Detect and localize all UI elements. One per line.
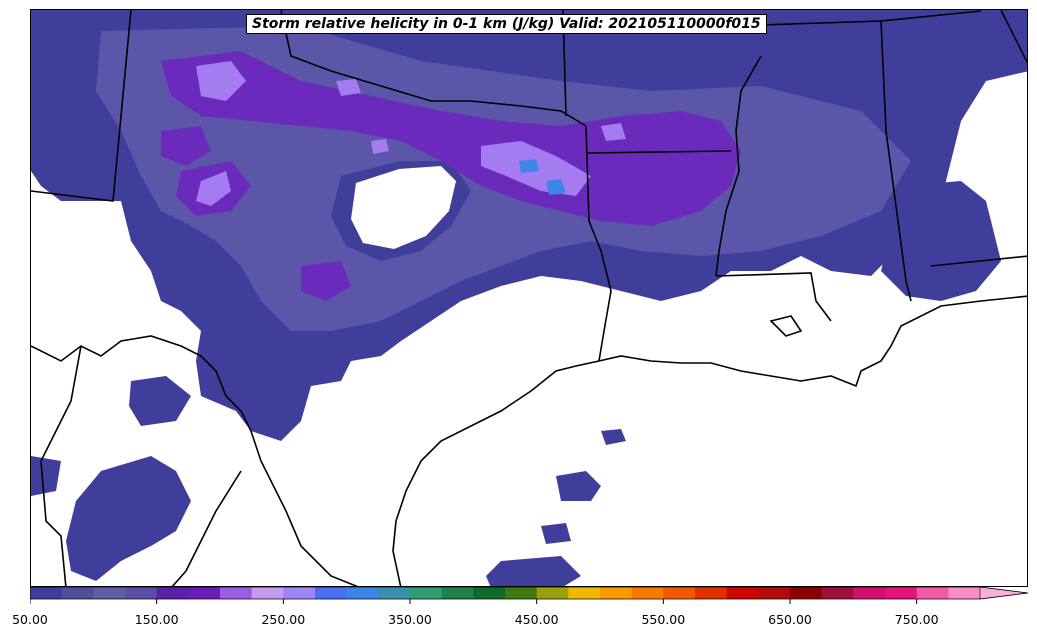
colorbar-swatch xyxy=(30,587,63,599)
srh-band-high xyxy=(301,261,351,301)
colorbar xyxy=(30,587,1029,604)
srh-gap xyxy=(31,201,121,346)
map-panel xyxy=(30,9,1028,587)
state-border-al-ga xyxy=(1000,10,1027,64)
colorbar-tick-label: 450.00 xyxy=(514,612,559,627)
colorbar-swatch xyxy=(93,587,126,599)
colorbar-swatch xyxy=(726,587,759,599)
colorbar-swatch xyxy=(283,587,316,599)
colorbar-swatch xyxy=(631,587,664,599)
colorbar-swatch xyxy=(600,587,633,599)
colorbar-swatch xyxy=(536,587,569,599)
srh-gap xyxy=(351,166,456,249)
colorbar-swatch xyxy=(916,587,949,599)
colorbar-swatch xyxy=(156,587,189,599)
colorbar-swatch xyxy=(948,587,981,599)
colorbar-swatch xyxy=(695,587,728,599)
colorbar-swatch xyxy=(188,587,221,599)
colorbar-swatch xyxy=(790,587,823,599)
colorbar-swatch xyxy=(125,587,158,599)
srh-band-low xyxy=(31,456,61,496)
srh-band-low xyxy=(129,376,191,426)
srh-band-low xyxy=(66,456,191,581)
state-border-ar-la xyxy=(585,150,732,154)
political-boundaries xyxy=(31,10,1027,586)
srh-peak xyxy=(196,171,231,206)
colorbar-swatch xyxy=(885,587,918,599)
colorbar-tick-label: 250.00 xyxy=(261,612,306,627)
srh-peak xyxy=(371,139,389,154)
colorbar-swatch xyxy=(663,587,696,599)
mississippi-river xyxy=(715,55,762,277)
colorbar-tick-label: 750.00 xyxy=(894,612,939,627)
colorbar-swatch xyxy=(568,587,601,599)
colorbar-tick-label: 150.00 xyxy=(134,612,179,627)
state-border-fl xyxy=(930,255,1027,267)
colorbar-swatch xyxy=(220,587,253,599)
srh-band-low xyxy=(541,523,571,544)
colorbar-swatch xyxy=(758,587,791,599)
state-border-ms-al xyxy=(880,20,912,302)
colorbar-swatch xyxy=(61,587,94,599)
colorbar-outline xyxy=(30,587,1029,600)
srh-peak xyxy=(601,123,626,141)
map-title: Storm relative helicity in 0-1 km (J/kg)… xyxy=(246,14,767,34)
state-border-nm-tx xyxy=(31,10,132,202)
colorbar-tick-label: 650.00 xyxy=(768,612,812,627)
texas-coastline xyxy=(392,360,600,586)
srh-peak xyxy=(336,79,361,96)
colorbar-tick-label: 350.00 xyxy=(388,612,432,627)
colorbar-swatch xyxy=(251,587,284,599)
helicity-map xyxy=(31,10,1027,586)
mexico-state-border xyxy=(40,345,82,586)
srh-max xyxy=(519,159,539,173)
colorbar-swatch xyxy=(410,587,443,599)
srh-peak xyxy=(196,61,246,101)
colorbar-swatch xyxy=(505,587,538,599)
srh-max xyxy=(546,179,566,195)
gulf-coastline xyxy=(598,295,1027,388)
colorbar-swatch xyxy=(441,587,474,599)
srh-band-low xyxy=(486,556,581,586)
colorbar-swatch xyxy=(378,587,411,599)
colorbar-extend-arrow xyxy=(979,587,1029,600)
srh-band-high xyxy=(161,126,211,166)
colorbar-swatch xyxy=(853,587,886,599)
state-border-tx-la xyxy=(585,125,612,362)
colorbar-swatch xyxy=(346,587,379,599)
srh-band-low xyxy=(601,429,626,445)
mexico-border xyxy=(31,335,359,586)
helicity-contour-fill xyxy=(31,10,1027,586)
state-border-tx-ok xyxy=(280,10,587,127)
srh-band-low xyxy=(556,471,601,501)
colorbar-swatch xyxy=(315,587,348,599)
colorbar-tick-label: 550.00 xyxy=(641,612,686,627)
louisiana-coast-detail xyxy=(769,315,803,337)
srh-band-low xyxy=(881,181,1001,301)
srh-band-high xyxy=(161,51,741,226)
state-border-tn-top xyxy=(880,10,982,22)
state-border-la-ms xyxy=(715,272,832,322)
colorbar-swatch xyxy=(473,587,506,599)
colorbar-swatch xyxy=(821,587,854,599)
mexico-state-border xyxy=(171,470,242,586)
colorbar-tick-label: 50.00 xyxy=(12,612,48,627)
